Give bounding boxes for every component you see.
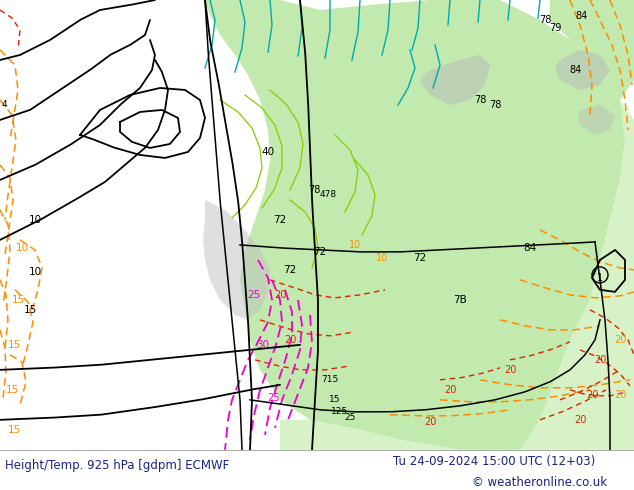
- Text: 10: 10: [376, 253, 388, 263]
- Text: 4: 4: [1, 100, 7, 109]
- Text: 15: 15: [5, 385, 18, 395]
- Polygon shape: [280, 100, 634, 450]
- Text: 72: 72: [283, 265, 297, 275]
- Text: 78: 78: [539, 15, 551, 25]
- Text: 20: 20: [614, 390, 626, 400]
- Text: 25: 25: [247, 290, 261, 300]
- Text: 78: 78: [308, 185, 320, 195]
- Text: 15: 15: [8, 340, 21, 350]
- Polygon shape: [578, 105, 615, 135]
- Text: Height/Temp. 925 hPa [gdpm] ECMWF: Height/Temp. 925 hPa [gdpm] ECMWF: [5, 460, 230, 472]
- Text: 15: 15: [329, 395, 340, 404]
- Text: 10: 10: [15, 243, 29, 253]
- Text: 84: 84: [524, 243, 536, 253]
- Text: 20: 20: [586, 390, 598, 400]
- Polygon shape: [205, 0, 625, 450]
- Text: 78: 78: [489, 100, 501, 110]
- Text: 30: 30: [256, 340, 269, 350]
- Text: 72: 72: [273, 215, 287, 225]
- Text: 84: 84: [569, 65, 581, 75]
- Text: 715: 715: [321, 375, 339, 384]
- Text: 79: 79: [549, 23, 561, 33]
- Text: 40: 40: [261, 147, 275, 157]
- Text: 20: 20: [284, 335, 296, 345]
- Text: 20: 20: [614, 335, 626, 345]
- Text: Tu 24-09-2024 15:00 UTC (12+03): Tu 24-09-2024 15:00 UTC (12+03): [393, 455, 595, 468]
- Text: 15: 15: [8, 425, 21, 435]
- Text: 72: 72: [313, 247, 327, 257]
- Polygon shape: [555, 50, 610, 90]
- Polygon shape: [420, 55, 490, 105]
- Text: 20: 20: [274, 290, 286, 300]
- Text: 15: 15: [23, 305, 37, 315]
- Text: 7B: 7B: [453, 295, 467, 305]
- Text: 20: 20: [594, 355, 606, 365]
- Text: 20: 20: [444, 385, 456, 395]
- Text: 72: 72: [413, 253, 427, 263]
- Polygon shape: [203, 200, 270, 320]
- Polygon shape: [550, 0, 634, 100]
- Text: 20: 20: [574, 415, 586, 425]
- Text: 10: 10: [29, 267, 42, 277]
- Text: 10: 10: [349, 240, 361, 250]
- Text: 478: 478: [320, 191, 337, 199]
- Text: 25: 25: [344, 414, 356, 422]
- Text: 20: 20: [424, 417, 436, 427]
- Text: 25: 25: [267, 393, 279, 403]
- Text: 125: 125: [332, 407, 349, 416]
- Text: 20: 20: [504, 365, 516, 375]
- Text: 78: 78: [474, 95, 486, 105]
- Text: 84: 84: [576, 11, 588, 21]
- Text: © weatheronline.co.uk: © weatheronline.co.uk: [472, 476, 607, 490]
- Text: 10: 10: [29, 215, 42, 225]
- Text: 1: 1: [597, 273, 603, 283]
- Text: 15: 15: [11, 295, 25, 305]
